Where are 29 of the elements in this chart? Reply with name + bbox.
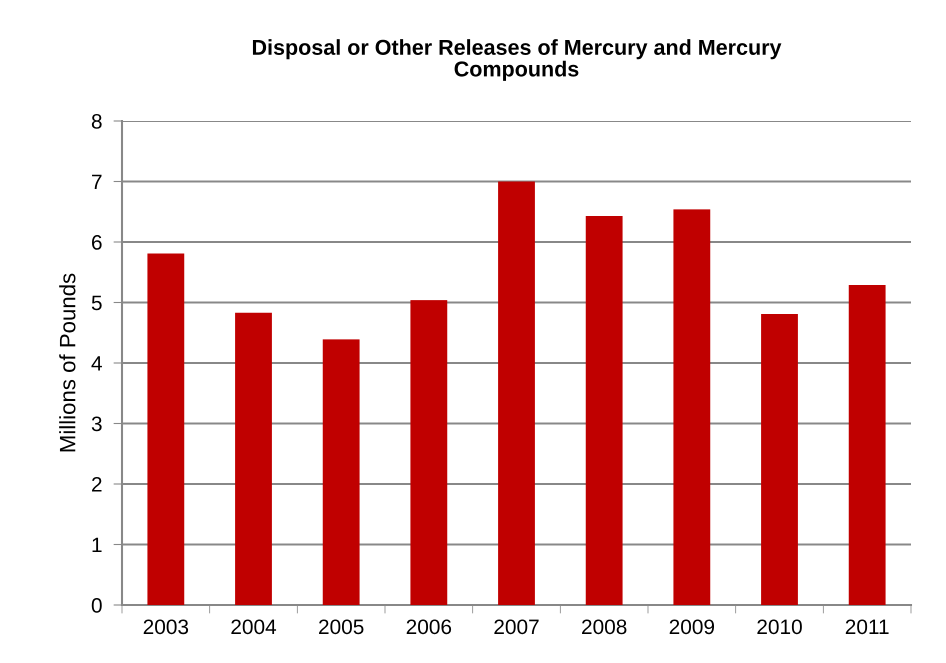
bar	[147, 253, 184, 605]
y-tick-label: 0	[92, 598, 102, 613]
bar	[235, 312, 272, 605]
x-tick-label: 2004	[231, 619, 276, 634]
bar	[673, 209, 710, 605]
bar	[498, 182, 535, 605]
bar	[848, 284, 886, 605]
y-tick-label: 4	[91, 356, 102, 371]
bar	[410, 300, 448, 605]
y-tick-label: 7	[92, 174, 102, 190]
bar	[761, 314, 798, 605]
x-tick-label: 2008	[582, 619, 626, 634]
x-tick-label: 2006	[406, 619, 452, 634]
y-tick-label: 2	[92, 477, 102, 492]
y-tick-label: 8	[92, 114, 102, 129]
x-tick-label: 2011	[846, 619, 889, 634]
chart-title: Disposal or Other Releases of Mercury and Mercury Compounds	[252, 39, 782, 81]
x-tick-label: 2009	[670, 619, 714, 634]
y-tick-label: 6	[92, 235, 102, 250]
y-tick-label: 5	[92, 296, 102, 310]
y-tick-label: 3	[92, 416, 102, 432]
bar	[586, 216, 623, 605]
x-tick-label: 2003	[144, 619, 188, 634]
x-tick-label: 2005	[319, 619, 364, 634]
y-axis-title: Millions of Pounds	[59, 274, 76, 452]
bar	[322, 339, 360, 605]
y-tick-label: 1	[92, 538, 102, 552]
x-tick-label: 2010	[757, 619, 802, 634]
x-tick-label: 2007	[494, 619, 539, 634]
